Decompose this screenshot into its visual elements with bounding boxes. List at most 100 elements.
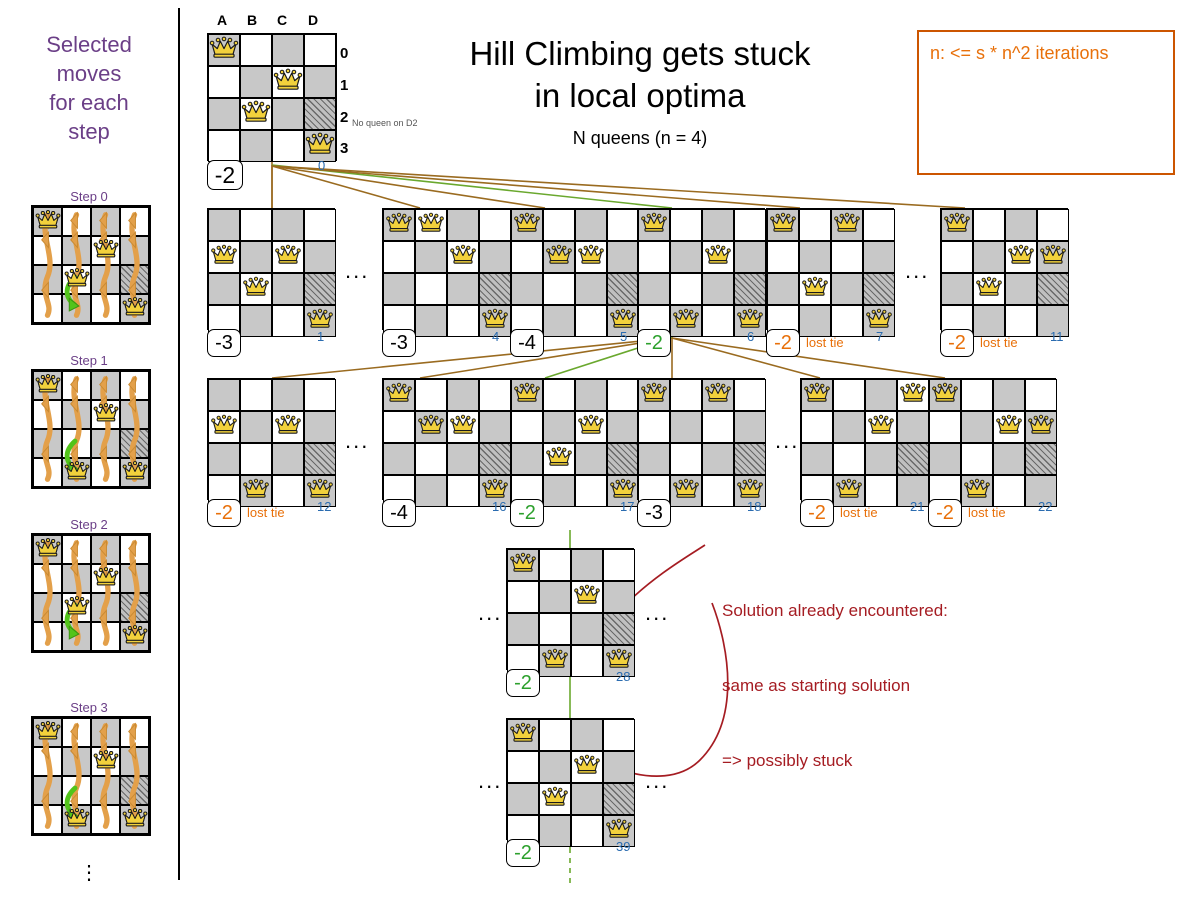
board-cell[interactable] <box>973 209 1005 241</box>
board-cell[interactable] <box>670 379 702 411</box>
board-cell[interactable] <box>272 34 304 66</box>
board-cell[interactable] <box>1037 209 1069 241</box>
board-cell[interactable] <box>272 305 304 337</box>
board-cell[interactable] <box>479 273 511 305</box>
board-cell[interactable] <box>120 535 149 564</box>
board-cell[interactable] <box>607 273 639 305</box>
board-cell[interactable] <box>897 411 929 443</box>
board-cell[interactable] <box>33 265 62 294</box>
step-board-3[interactable] <box>31 716 151 836</box>
board-cell[interactable] <box>208 273 240 305</box>
board-cell[interactable] <box>702 475 734 507</box>
board-cell[interactable] <box>304 411 336 443</box>
board-cell[interactable] <box>62 622 91 651</box>
board-cell[interactable] <box>575 209 607 241</box>
board-cell[interactable] <box>993 379 1025 411</box>
board-cell[interactable] <box>571 815 603 847</box>
board-cell[interactable] <box>272 98 304 130</box>
board-node-4[interactable] <box>382 208 511 337</box>
board-cell[interactable] <box>833 411 865 443</box>
board-cell[interactable] <box>799 209 831 241</box>
board-cell[interactable] <box>543 379 575 411</box>
board-cell[interactable] <box>208 130 240 162</box>
board-cell[interactable] <box>62 400 91 429</box>
board-node-7[interactable] <box>766 208 895 337</box>
board-node-17[interactable] <box>510 378 639 507</box>
board-cell[interactable] <box>91 718 120 747</box>
board-cell[interactable] <box>507 613 539 645</box>
board-cell[interactable] <box>571 549 603 581</box>
board-cell[interactable] <box>571 783 603 815</box>
board-cell[interactable] <box>304 34 336 66</box>
board-cell[interactable] <box>304 379 336 411</box>
board-cell[interactable] <box>62 535 91 564</box>
board-cell[interactable] <box>511 241 543 273</box>
board-cell[interactable] <box>961 443 993 475</box>
board-cell[interactable] <box>575 475 607 507</box>
board-cell[interactable] <box>833 379 865 411</box>
board-cell[interactable] <box>272 130 304 162</box>
board-cell[interactable] <box>62 747 91 776</box>
board-cell[interactable] <box>1037 305 1069 337</box>
board-cell[interactable] <box>62 429 91 458</box>
board-node-39[interactable] <box>506 718 635 847</box>
board-cell[interactable] <box>62 564 91 593</box>
board-cell[interactable] <box>603 613 635 645</box>
board-cell[interactable] <box>603 549 635 581</box>
board-cell[interactable] <box>120 265 149 294</box>
board-cell[interactable] <box>383 443 415 475</box>
board-cell[interactable] <box>539 719 571 751</box>
board-cell[interactable] <box>415 379 447 411</box>
board-cell[interactable] <box>91 535 120 564</box>
board-cell[interactable] <box>62 207 91 236</box>
board-cell[interactable] <box>208 98 240 130</box>
board-cell[interactable] <box>801 411 833 443</box>
board-cell[interactable] <box>62 294 91 323</box>
board-cell[interactable] <box>240 241 272 273</box>
board-cell[interactable] <box>240 411 272 443</box>
board-cell[interactable] <box>1025 443 1057 475</box>
board-node-6[interactable] <box>637 208 766 337</box>
board-node-28[interactable] <box>506 548 635 677</box>
board-cell[interactable] <box>272 379 304 411</box>
board-cell[interactable] <box>240 130 272 162</box>
board-cell[interactable] <box>62 776 91 805</box>
board-cell[interactable] <box>543 411 575 443</box>
board-cell[interactable] <box>993 443 1025 475</box>
board-cell[interactable] <box>120 776 149 805</box>
board-node-18[interactable] <box>637 378 766 507</box>
board-cell[interactable] <box>511 273 543 305</box>
board-cell[interactable] <box>91 458 120 487</box>
board-cell[interactable] <box>120 747 149 776</box>
board-cell[interactable] <box>941 241 973 273</box>
board-cell[interactable] <box>415 241 447 273</box>
board-cell[interactable] <box>447 209 479 241</box>
board-cell[interactable] <box>571 613 603 645</box>
step-board-2[interactable] <box>31 533 151 653</box>
board-cell[interactable] <box>607 379 639 411</box>
board-cell[interactable] <box>543 273 575 305</box>
board-cell[interactable] <box>120 564 149 593</box>
board-cell[interactable] <box>120 371 149 400</box>
board-root[interactable] <box>207 33 337 162</box>
board-cell[interactable] <box>575 305 607 337</box>
board-cell[interactable] <box>1005 273 1037 305</box>
board-cell[interactable] <box>865 443 897 475</box>
step-board-1[interactable] <box>31 369 151 489</box>
board-cell[interactable] <box>607 443 639 475</box>
board-cell[interactable] <box>734 241 766 273</box>
board-cell[interactable] <box>571 719 603 751</box>
board-cell[interactable] <box>833 443 865 475</box>
board-cell[interactable] <box>91 429 120 458</box>
board-node-11[interactable] <box>940 208 1069 337</box>
board-cell[interactable] <box>607 241 639 273</box>
board-cell[interactable] <box>272 209 304 241</box>
board-cell[interactable] <box>479 241 511 273</box>
board-cell[interactable] <box>415 273 447 305</box>
board-cell[interactable] <box>304 209 336 241</box>
board-cell[interactable] <box>511 443 543 475</box>
step-board-0[interactable] <box>31 205 151 325</box>
board-cell[interactable] <box>383 241 415 273</box>
board-cell[interactable] <box>415 443 447 475</box>
board-cell[interactable] <box>507 751 539 783</box>
